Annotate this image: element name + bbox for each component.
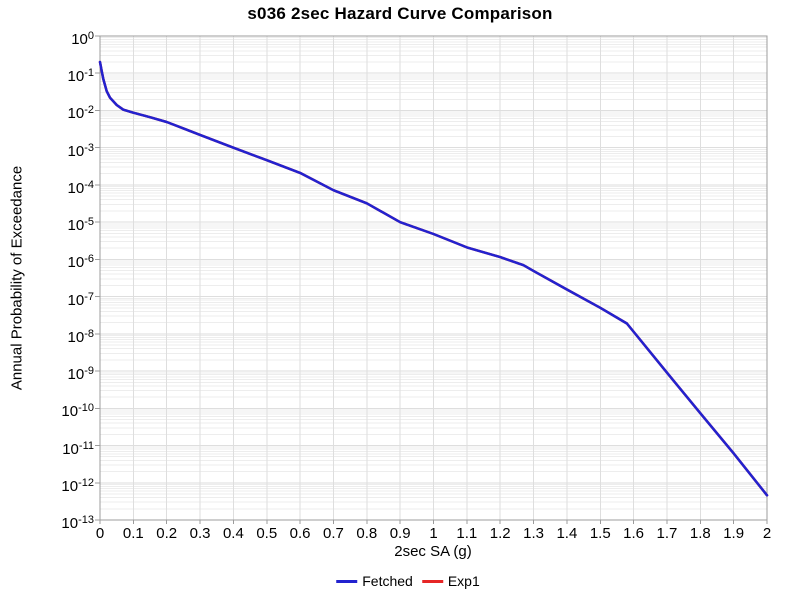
x-tick-label: 1.5 [589, 525, 611, 542]
y-tick-label: 10-3 [67, 141, 94, 160]
chart-title: s036 2sec Hazard Curve Comparison [247, 4, 553, 23]
y-tick-label: 10-6 [67, 253, 94, 272]
x-tick-label: 1.6 [623, 525, 645, 542]
x-tick-label: 1.7 [656, 525, 678, 542]
x-tick-label: 0.2 [156, 525, 178, 542]
x-tick-label: 1.3 [523, 525, 544, 542]
x-tick-label: 1.9 [723, 525, 745, 542]
y-tick-label: 10-2 [67, 104, 94, 123]
legend-line-exp1-icon [421, 579, 443, 583]
x-tick-label: 1 [429, 525, 438, 542]
y-tick-label: 100 [71, 30, 94, 48]
y-tick-label: 10-13 [61, 514, 94, 532]
x-tick-label: 0 [95, 525, 105, 542]
x-tick-label: 0.6 [289, 525, 311, 542]
x-tick-label: 0.3 [189, 525, 211, 542]
plot-frame [99, 35, 768, 521]
y-tick-label: 10-10 [61, 402, 94, 421]
y-tick-label: 10-7 [67, 290, 94, 309]
x-tick-label: 2 [762, 525, 772, 542]
x-tick-label: 0.1 [122, 525, 144, 542]
y-tick-label: 10-8 [67, 327, 94, 346]
x-tick-label: 1.4 [556, 525, 578, 542]
y-tick-label: 10-9 [67, 365, 94, 384]
legend-item-fetched: Fetched [336, 573, 413, 589]
x-tick-label: 0.4 [222, 525, 244, 542]
y-tick-label: 10-11 [62, 439, 94, 458]
x-tick-label: 1.1 [456, 525, 478, 542]
y-tick-label: 10-12 [61, 476, 94, 495]
x-tick-label: 0.8 [356, 525, 378, 542]
legend-line-fetched-icon [336, 579, 358, 583]
legend-item-exp1: Exp1 [421, 573, 480, 589]
x-tick-label: 1.8 [689, 525, 711, 542]
x-tick-label: 0.9 [389, 525, 411, 542]
legend-label-exp1: Exp1 [447, 573, 480, 589]
y-tick-label: 10-4 [67, 178, 94, 197]
y-tick-label: 10-5 [67, 216, 94, 235]
fetched-curve [98, 60, 769, 497]
legend-label-fetched: Fetched [362, 573, 413, 589]
x-tick-label: 0.5 [256, 525, 278, 542]
x-tick-label: 1.2 [489, 525, 511, 542]
x-tick-label: 0.7 [323, 525, 344, 542]
legend: Fetched Exp1 [336, 573, 480, 589]
y-tick-label: 10-1 [67, 67, 94, 86]
x-axis-label: 2sec SA (g) [394, 543, 472, 560]
